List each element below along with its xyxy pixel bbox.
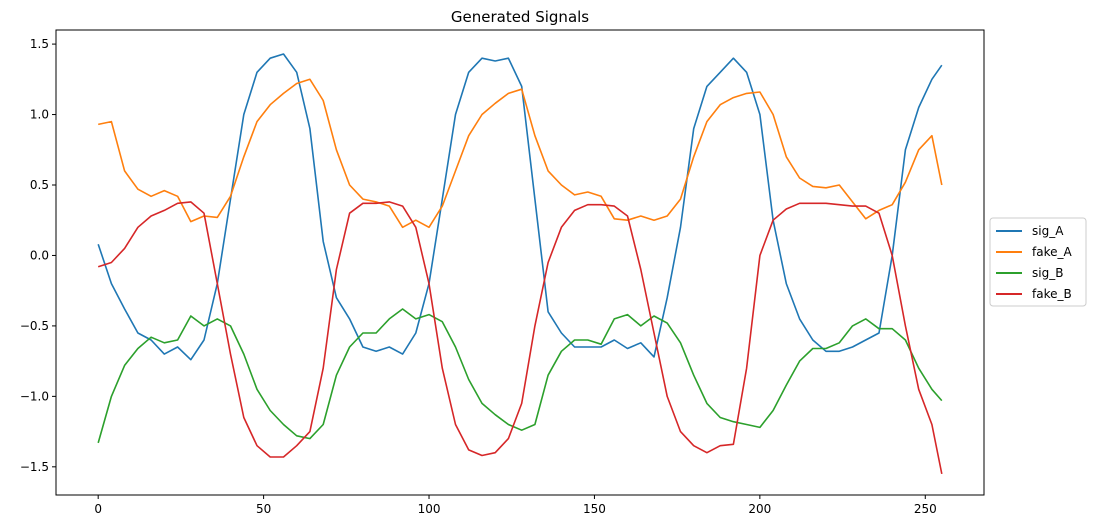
x-tick-label: 200 bbox=[748, 502, 771, 516]
y-tick-label: −0.5 bbox=[20, 319, 49, 333]
y-tick-label: 1.0 bbox=[30, 108, 49, 122]
y-tick-label: −1.0 bbox=[20, 389, 49, 403]
x-tick-label: 100 bbox=[418, 502, 441, 516]
y-tick-label: 0.0 bbox=[30, 248, 49, 262]
legend-label: fake_B bbox=[1032, 287, 1072, 301]
y-tick-label: 1.5 bbox=[30, 37, 49, 51]
legend-box bbox=[989, 217, 1087, 307]
y-tick-label: −1.5 bbox=[20, 460, 49, 474]
series-line-sig-a bbox=[97, 53, 943, 361]
plot-area bbox=[55, 29, 985, 496]
x-tick-label: 250 bbox=[914, 502, 937, 516]
series-layer bbox=[97, 53, 943, 475]
legend: sig_A fake_A sig_B fake_B bbox=[989, 217, 1087, 307]
x-tick-label: 150 bbox=[583, 502, 606, 516]
legend-label: fake_A bbox=[1032, 245, 1072, 259]
x-tick-label: 50 bbox=[256, 502, 271, 516]
legend-label: sig_A bbox=[1032, 224, 1064, 238]
series-line-sig-b bbox=[97, 308, 943, 444]
legend-label: sig_B bbox=[1032, 266, 1063, 280]
y-tick-label: 0.5 bbox=[30, 178, 49, 192]
x-tick-label: 0 bbox=[94, 502, 102, 516]
chart-title: Generated Signals bbox=[451, 8, 589, 26]
series-line-fake-b bbox=[97, 201, 943, 475]
series-line-fake-a bbox=[98, 78, 943, 229]
axes-layer: 0 50 100 150 200 250 −1.5 −1.0 −0.5 0.0 0.5 1.0 1.5 bbox=[20, 37, 937, 516]
